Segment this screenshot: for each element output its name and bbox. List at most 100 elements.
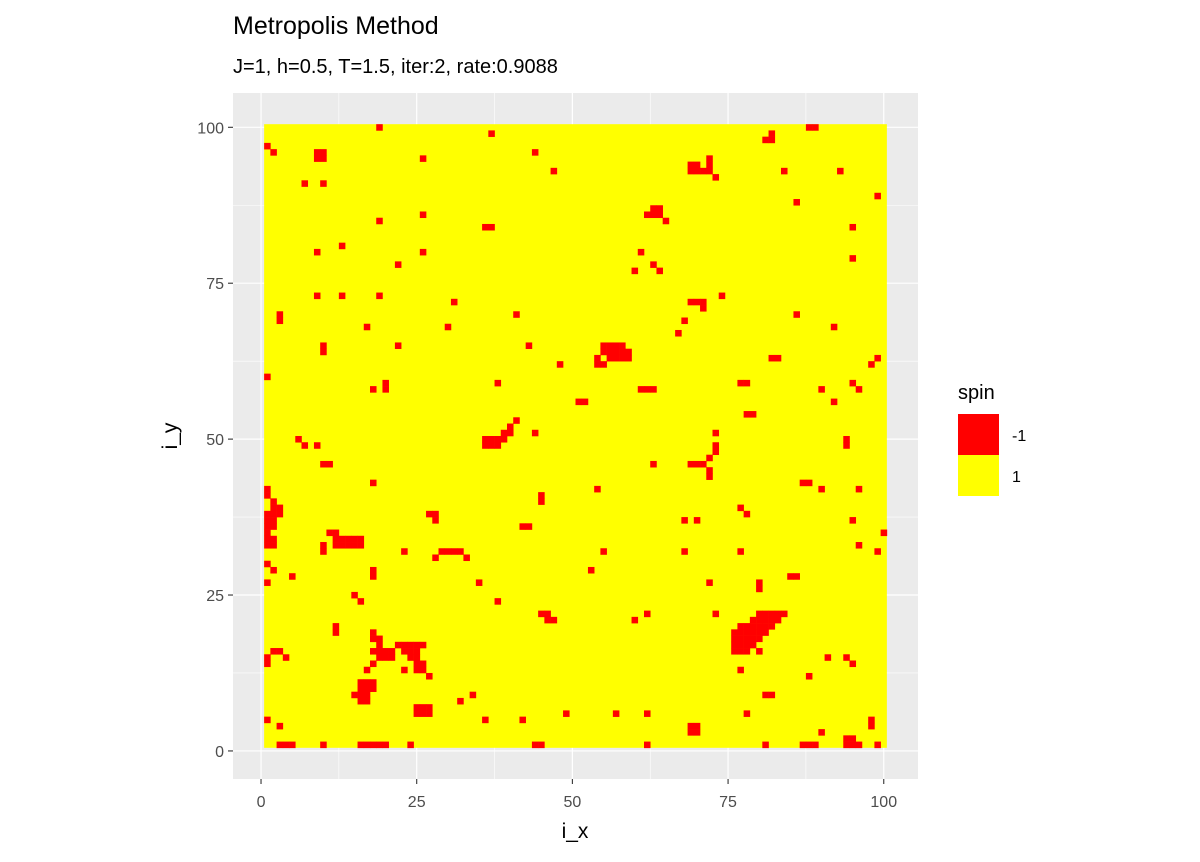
tile	[264, 142, 271, 150]
tile	[413, 704, 421, 711]
tile	[382, 379, 389, 387]
tile	[426, 672, 433, 680]
tile	[781, 167, 788, 175]
tile	[351, 591, 358, 599]
tile	[563, 710, 570, 717]
tile	[737, 504, 744, 512]
tile	[264, 485, 271, 493]
tile	[743, 379, 751, 387]
tile	[419, 660, 427, 668]
tile	[370, 741, 377, 749]
tile	[874, 741, 881, 749]
tile	[419, 211, 427, 219]
tile	[625, 354, 632, 362]
tile	[550, 616, 558, 624]
tile	[320, 348, 327, 356]
tile	[749, 629, 757, 636]
legend-key	[958, 414, 999, 455]
tile	[370, 479, 377, 487]
tile	[370, 573, 377, 580]
tile	[625, 348, 632, 356]
tile	[693, 517, 701, 524]
y-tick-label: 25	[206, 588, 224, 605]
tile	[737, 548, 744, 555]
tile	[600, 342, 607, 349]
tile	[793, 199, 800, 206]
tile	[351, 542, 358, 549]
tile	[824, 654, 832, 661]
tile	[276, 741, 284, 749]
tile	[544, 616, 551, 624]
tile	[382, 654, 389, 661]
tile	[868, 722, 875, 730]
tile	[457, 697, 464, 705]
tile	[320, 180, 327, 187]
tile	[637, 386, 645, 393]
tile	[270, 566, 277, 574]
tile	[749, 623, 757, 630]
tile	[799, 479, 807, 487]
x-tick-label: 0	[257, 794, 266, 811]
tile	[693, 167, 701, 175]
tile	[357, 542, 365, 549]
tile	[295, 436, 302, 443]
tile	[737, 635, 744, 643]
tile	[370, 685, 377, 692]
tile	[650, 205, 657, 212]
tile	[264, 660, 271, 668]
tile	[849, 741, 857, 749]
tile	[482, 223, 489, 231]
tile	[693, 460, 701, 468]
tile	[376, 741, 383, 749]
tile	[270, 523, 277, 530]
tile	[737, 648, 744, 655]
tile	[756, 616, 763, 624]
tile	[264, 716, 271, 724]
tile	[357, 741, 365, 749]
tile	[525, 523, 533, 530]
tile	[656, 211, 663, 219]
tile	[575, 398, 583, 406]
tile	[500, 436, 508, 443]
tile	[370, 679, 377, 686]
tile	[444, 548, 452, 555]
tile	[363, 666, 371, 674]
tile	[849, 517, 857, 524]
tile	[799, 741, 807, 749]
tile-region	[264, 124, 887, 748]
tile	[768, 130, 776, 137]
tile	[357, 691, 365, 699]
tile	[432, 554, 439, 562]
tile	[837, 167, 844, 175]
tile	[743, 510, 751, 518]
tile	[818, 729, 825, 736]
tile	[494, 442, 502, 449]
chart-subtitle: J=1, h=0.5, T=1.5, iter:2, rate:0.9088	[233, 56, 558, 78]
tile	[507, 429, 514, 437]
tile	[313, 248, 321, 256]
tile	[805, 124, 813, 131]
tile	[419, 710, 427, 717]
tile	[762, 623, 769, 630]
tile	[830, 398, 838, 406]
tile	[743, 629, 751, 636]
tile	[475, 579, 483, 586]
tile	[606, 354, 614, 362]
tile	[737, 379, 744, 387]
tile	[600, 361, 607, 368]
tile	[538, 741, 545, 749]
tile	[320, 460, 327, 468]
tile	[289, 741, 296, 749]
tile	[762, 616, 769, 624]
tile	[594, 485, 601, 493]
tile	[743, 623, 751, 630]
tile	[687, 167, 695, 175]
tile	[855, 485, 863, 493]
tile	[818, 386, 825, 393]
tile	[606, 348, 614, 356]
legend-label: -1	[1012, 428, 1026, 445]
tile	[693, 722, 701, 730]
tile	[463, 554, 470, 562]
tile	[538, 492, 545, 499]
